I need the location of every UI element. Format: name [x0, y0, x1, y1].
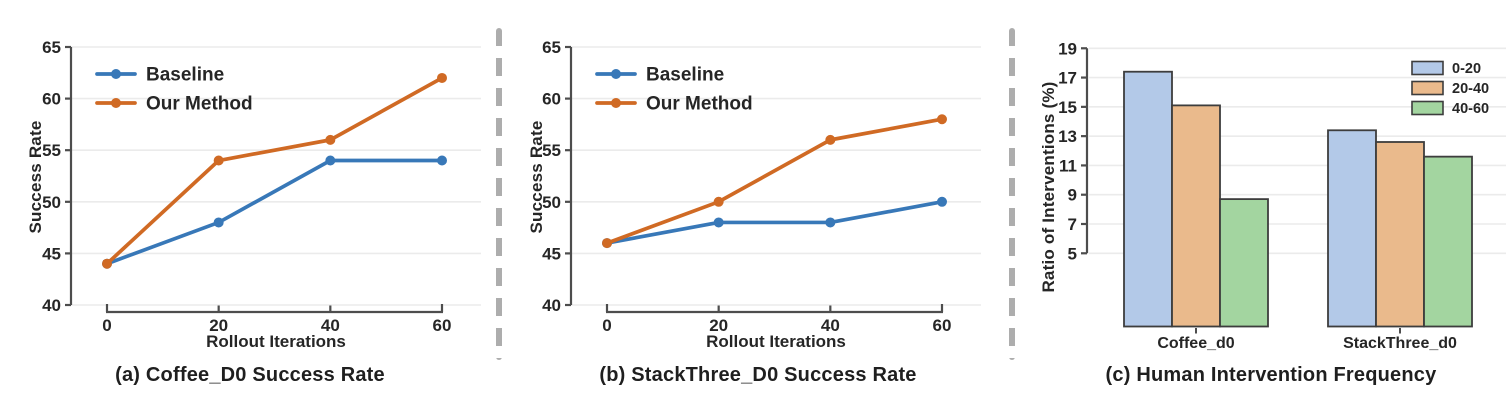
y-axis-label-a: Success Rate — [26, 120, 45, 234]
legend-marker-dot — [111, 98, 121, 108]
bar-20-40-coffee_d0 — [1171, 104, 1221, 328]
data-point — [437, 155, 447, 166]
y-tick-label: 65 — [542, 38, 561, 57]
legend-label: 20-40 — [1452, 81, 1489, 97]
y-tick-label: 45 — [542, 244, 561, 263]
data-point — [213, 217, 224, 228]
line-series-baseline — [605, 199, 944, 245]
y-tick-label: 9 — [1068, 186, 1077, 205]
y-tick-label: 7 — [1068, 215, 1077, 234]
x-axis-label-a: Rollout Iterations — [206, 332, 346, 351]
caption-b: (b) StackThree_D0 Success Rate — [599, 364, 917, 386]
bar-40-60-coffee_d0 — [1219, 198, 1269, 328]
y-tick-label: 60 — [542, 90, 561, 109]
chart-c-intervention-frequency: 5 7 9 11 13 15 17 19 Coffee_d0 StackThree_d0 0-20 2… — [1058, 39, 1506, 352]
legend-label: Our Method — [646, 94, 753, 115]
x-tick-label: 40 — [821, 316, 840, 335]
caption-c: (c) Human Intervention Frequency — [1105, 364, 1437, 386]
y-tick-label: 45 — [42, 244, 61, 263]
y-tick-label: 65 — [42, 38, 61, 57]
legend-swatch — [1411, 60, 1444, 76]
data-point — [102, 258, 112, 269]
y-tick-label: 40 — [542, 296, 561, 315]
x-tick-label: 20 — [709, 316, 728, 335]
y-axis-label-b: Success Rate — [527, 120, 546, 234]
x-tick-label: 40 — [321, 316, 340, 335]
x-tick-label: 0 — [102, 316, 111, 335]
x-category-label: Coffee_d0 — [1157, 335, 1234, 352]
bar-0-20-coffee_d0 — [1123, 70, 1173, 328]
y-tick-label: 19 — [1058, 39, 1077, 58]
y-tick-label: 50 — [542, 193, 561, 212]
y-tick-label: 13 — [1058, 127, 1077, 146]
data-point — [937, 196, 947, 207]
x-tick-label: 20 — [209, 316, 228, 335]
bar-0-20-stackthree_d0 — [1327, 129, 1377, 328]
y-tick-label: 17 — [1058, 69, 1077, 88]
data-point — [825, 134, 836, 145]
legend-label: 0-20 — [1452, 61, 1481, 77]
legend-label: Our Method — [146, 94, 253, 115]
legend-label: Baseline — [146, 65, 224, 86]
line-series-our-method — [105, 76, 444, 266]
data-point — [437, 72, 447, 83]
bar-20-40-stackthree_d0 — [1375, 141, 1425, 328]
panel-separator-1 — [496, 28, 502, 360]
chart-b-stackthree-success: 40 45 50 55 60 65 0 20 40 60 Baseline Our Method — [542, 38, 981, 335]
y-axis-label-c: Ratio of Interventions (%) — [1039, 81, 1058, 293]
data-point — [825, 217, 836, 228]
legend-swatch — [1411, 80, 1444, 96]
x-tick-label: 60 — [433, 316, 452, 335]
data-point — [713, 196, 724, 207]
y-tick-label: 5 — [1068, 244, 1077, 263]
x-category-label: StackThree_d0 — [1343, 335, 1457, 352]
y-tick-label: 55 — [42, 141, 61, 160]
line-series-our-method — [605, 117, 944, 245]
data-point — [713, 217, 724, 228]
legend-label: Baseline — [646, 65, 724, 86]
y-tick-label: 60 — [42, 90, 61, 109]
y-tick-label: 11 — [1059, 156, 1077, 175]
data-point — [325, 155, 336, 166]
panel-separator-2 — [1009, 28, 1015, 360]
y-tick-label: 50 — [42, 193, 61, 212]
legend-swatch — [1411, 100, 1444, 116]
x-axis-label-b: Rollout Iterations — [706, 332, 846, 351]
line-series-baseline — [105, 158, 444, 266]
data-point — [325, 134, 336, 145]
legend-marker-dot — [611, 98, 621, 108]
y-tick-label: 15 — [1058, 98, 1077, 117]
data-point — [602, 238, 612, 249]
y-tick-label: 40 — [42, 296, 61, 315]
data-point — [213, 155, 224, 166]
caption-a: (a) Coffee_D0 Success Rate — [115, 364, 385, 386]
legend-label: 40-60 — [1452, 101, 1489, 117]
legend-marker-dot — [611, 69, 621, 79]
x-tick-label: 60 — [933, 316, 952, 335]
data-point — [937, 114, 947, 125]
y-tick-label: 55 — [542, 141, 561, 160]
bar-40-60-stackthree_d0 — [1423, 155, 1473, 328]
chart-a-coffee-success: 40 45 50 55 60 65 0 20 40 60 Baseline Our Method — [42, 38, 481, 335]
x-tick-label: 0 — [602, 316, 611, 335]
legend-marker-dot — [111, 69, 121, 79]
